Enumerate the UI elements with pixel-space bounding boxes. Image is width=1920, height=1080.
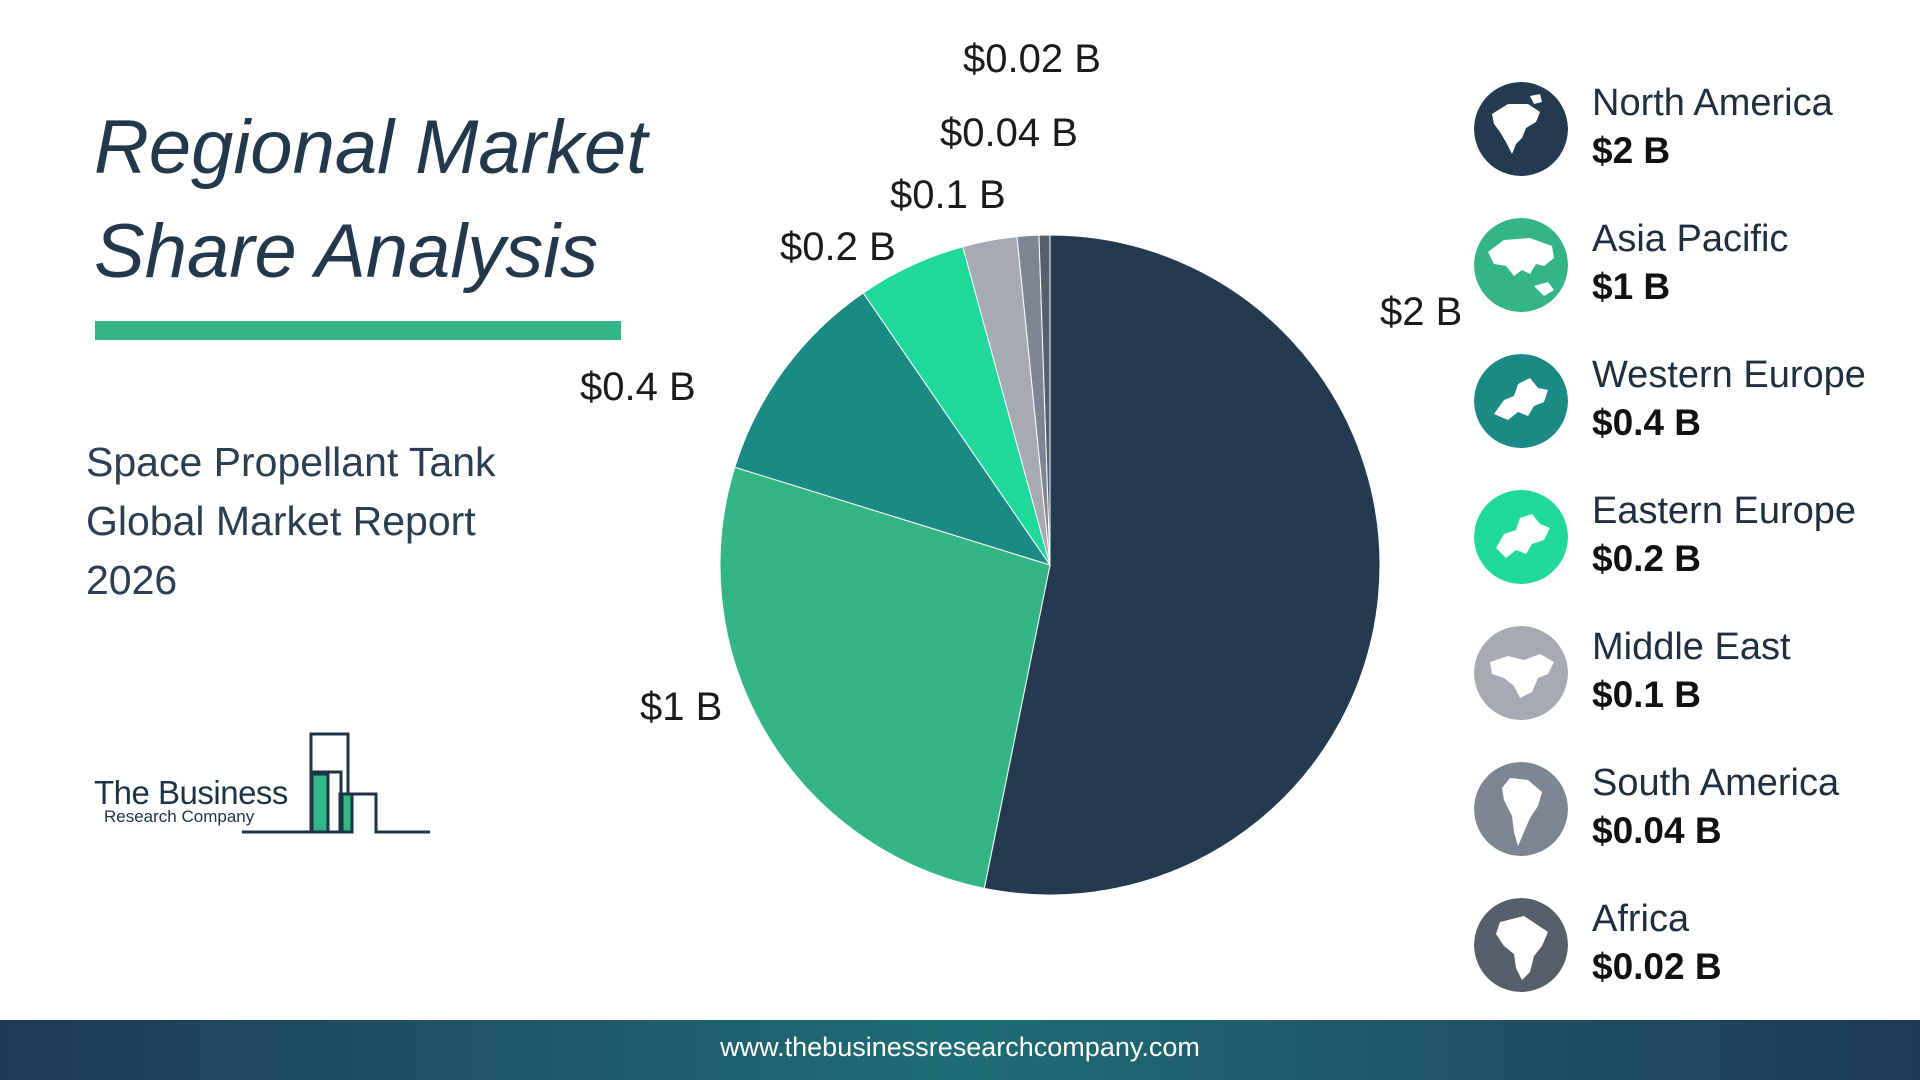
page-title: Regional Market Share Analysis [94, 96, 654, 304]
legend-name: North America [1592, 82, 1833, 124]
legend-name: Asia Pacific [1592, 218, 1789, 260]
footer-bar: www.thebusinessresearchcompany.com [0, 1020, 1920, 1080]
legend-value: $0.1 B [1592, 674, 1702, 715]
legend-item-south-america: South America $0.04 B [1472, 762, 1912, 862]
title-line-1: Regional Market [94, 105, 648, 190]
pie-slice-north-america [983, 234, 1381, 896]
title-line-2: Share Analysis [94, 209, 599, 294]
report-subtitle: Space Propellant Tank Global Market Repo… [86, 433, 556, 610]
north-america-globe-icon [1474, 82, 1568, 176]
legend-item-eastern-europe: Eastern Europe $0.2 B [1472, 490, 1912, 590]
logo-buildings-icon [242, 732, 430, 834]
company-logo: The Business Research Company [92, 732, 442, 842]
subtitle-line-2: Global Market Report [86, 498, 476, 544]
pie-data-label-south-america: $0.04 B [940, 111, 1078, 155]
pie-data-label-north-america: $2 B [1380, 290, 1460, 334]
legend-name: South America [1592, 762, 1840, 804]
south-america-globe-icon [1474, 762, 1568, 856]
legend-value: $0.2 B [1592, 538, 1702, 579]
legend-name: Africa [1592, 898, 1690, 940]
legend-value: $1 B [1592, 266, 1671, 307]
logo-tagline: Research Company [104, 807, 255, 826]
pie-data-label-asia-pacific: $1 B [640, 685, 722, 729]
legend-item-western-europe: Western Europe $0.4 B [1472, 354, 1912, 454]
legend-name: Middle East [1592, 626, 1791, 668]
pie-data-label-africa: $0.02 B [963, 37, 1101, 81]
eastern-europe-globe-icon [1474, 490, 1568, 584]
pie-data-label-middle-east: $0.1 B [890, 173, 1006, 217]
pie-data-label-western-europe: $0.4 B [580, 365, 696, 409]
subtitle-line-3: 2026 [86, 557, 178, 603]
middle-east-globe-icon [1474, 626, 1568, 720]
western-europe-globe-icon [1474, 354, 1568, 448]
title-underline [95, 321, 621, 340]
legend-name: Western Europe [1592, 354, 1866, 396]
legend-value: $0.04 B [1592, 810, 1722, 851]
legend-item-asia-pacific: Asia Pacific $1 B [1472, 218, 1912, 318]
legend-value: $2 B [1592, 130, 1671, 171]
pie-slice-asia-pacific [719, 466, 1051, 889]
asia-pacific-globe-icon [1474, 218, 1568, 312]
pie-slice-western-europe [734, 292, 1052, 566]
legend-name: Eastern Europe [1592, 490, 1857, 532]
logo-name: The Business [94, 774, 288, 811]
pie-slice-africa [1038, 234, 1051, 566]
africa-globe-icon [1474, 898, 1568, 992]
legend-value: $0.4 B [1592, 402, 1702, 443]
pie-data-label-eastern-europe: $0.2 B [780, 225, 896, 269]
legend-value: $0.02 B [1592, 946, 1722, 987]
legend-item-africa: Africa $0.02 B [1472, 898, 1912, 998]
subtitle-line-1: Space Propellant Tank [86, 439, 496, 485]
legend-item-north-america: North America $2 B [1472, 82, 1912, 182]
legend-item-middle-east: Middle East $0.1 B [1472, 626, 1912, 726]
pie-chart: $2 B $1 B $0.4 B $0.2 B $0.1 B $0.04 B $0.02 B [580, 37, 1460, 896]
footer-url[interactable]: www.thebusinessresearchcompany.com [720, 1032, 1200, 1062]
